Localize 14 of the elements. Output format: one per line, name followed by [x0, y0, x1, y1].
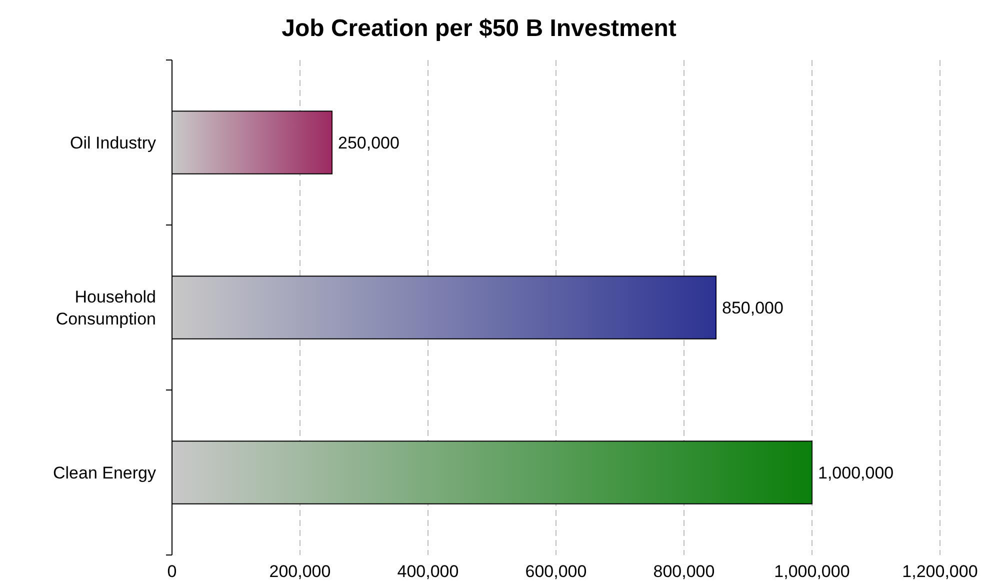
x-tick-label: 600,000	[525, 562, 587, 581]
data-label: 1,000,000	[818, 463, 894, 482]
y-tick-label: Oil Industry	[70, 133, 156, 152]
x-tick-label: 400,000	[397, 562, 459, 581]
data-label: 250,000	[338, 133, 400, 152]
y-tick-label: Household Consumption	[56, 287, 156, 328]
x-tick-label: 800,000	[653, 562, 715, 581]
data-label: 850,000	[722, 298, 784, 318]
chart-title: Job Creation per $50 B Investment	[282, 15, 676, 42]
y-tick-label: Clean Energy	[52, 463, 156, 482]
x-tick-label: 200,000	[269, 562, 331, 581]
x-tick-label: 1,000,000	[774, 562, 850, 581]
x-tick-label: 1,200,000	[902, 562, 978, 581]
x-tick-label: 0	[167, 562, 177, 581]
